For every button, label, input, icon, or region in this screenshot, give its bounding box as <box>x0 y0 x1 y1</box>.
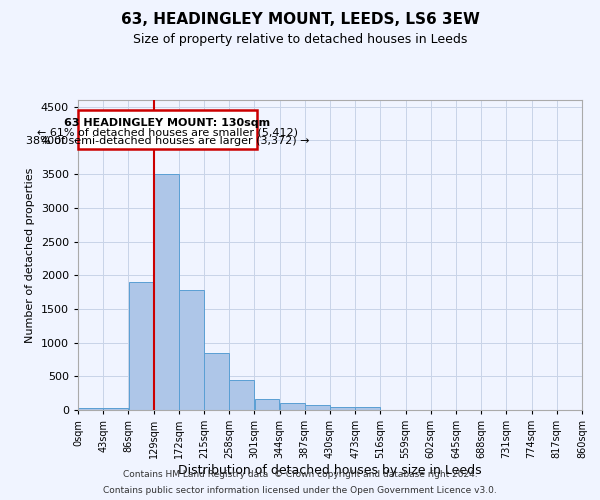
Text: 38% of semi-detached houses are larger (3,372) →: 38% of semi-detached houses are larger (… <box>26 136 309 146</box>
Bar <box>229 380 254 410</box>
Text: ← 61% of detached houses are smaller (5,412): ← 61% of detached houses are smaller (5,… <box>37 128 298 138</box>
Bar <box>305 404 330 410</box>
Text: Size of property relative to detached houses in Leeds: Size of property relative to detached ho… <box>133 32 467 46</box>
Text: Contains public sector information licensed under the Open Government Licence v3: Contains public sector information licen… <box>103 486 497 495</box>
Bar <box>330 406 355 410</box>
Bar <box>128 282 154 410</box>
Bar <box>179 290 204 410</box>
Bar <box>280 404 305 410</box>
Bar <box>355 408 380 410</box>
Text: Contains HM Land Registry data  © Crown copyright and database right 2024.: Contains HM Land Registry data © Crown c… <box>122 470 478 479</box>
FancyBboxPatch shape <box>78 110 257 149</box>
Bar <box>154 174 179 410</box>
X-axis label: Distribution of detached houses by size in Leeds: Distribution of detached houses by size … <box>178 464 482 477</box>
Text: 63 HEADINGLEY MOUNT: 130sqm: 63 HEADINGLEY MOUNT: 130sqm <box>64 118 271 128</box>
Bar <box>254 399 280 410</box>
Bar <box>103 408 128 410</box>
Bar <box>204 352 229 410</box>
Y-axis label: Number of detached properties: Number of detached properties <box>25 168 35 342</box>
Bar <box>78 408 103 410</box>
Text: 63, HEADINGLEY MOUNT, LEEDS, LS6 3EW: 63, HEADINGLEY MOUNT, LEEDS, LS6 3EW <box>121 12 479 28</box>
